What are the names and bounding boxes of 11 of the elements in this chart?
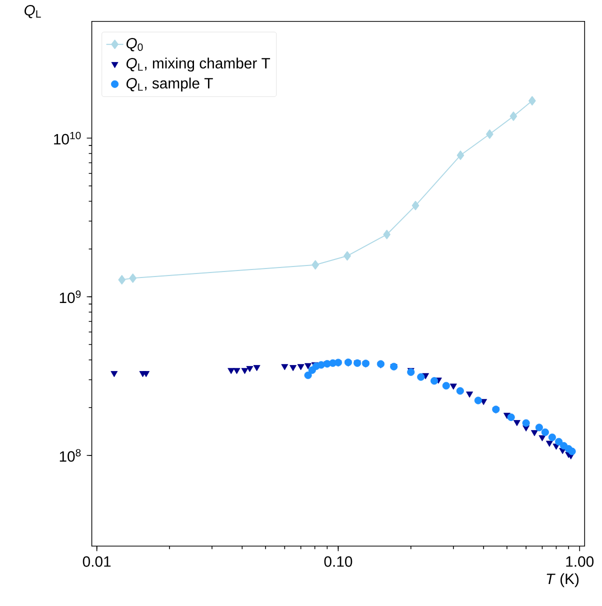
x-tick-label: 1.00 bbox=[566, 556, 594, 567]
y-tick-label: 10$^{9}$ bbox=[60, 290, 81, 304]
x-axis-title: T (K) bbox=[547, 573, 579, 588]
y-tick-label: 10$^{10}$ bbox=[54, 132, 81, 144]
y-tick-label: 10$^{8}$ bbox=[60, 449, 81, 462]
x-tick-label: 0.10 bbox=[324, 556, 352, 567]
x-tick-label: 0.01 bbox=[83, 556, 111, 567]
y-axis-title: Q$_{L}$ bbox=[24, 4, 42, 18]
legend-label: Q$_{L}$, sample T bbox=[126, 78, 214, 92]
legend-label: Q$_{0}$ bbox=[126, 38, 143, 52]
legend-label: Q$_{L}$, mixing chamber T bbox=[126, 58, 270, 72]
